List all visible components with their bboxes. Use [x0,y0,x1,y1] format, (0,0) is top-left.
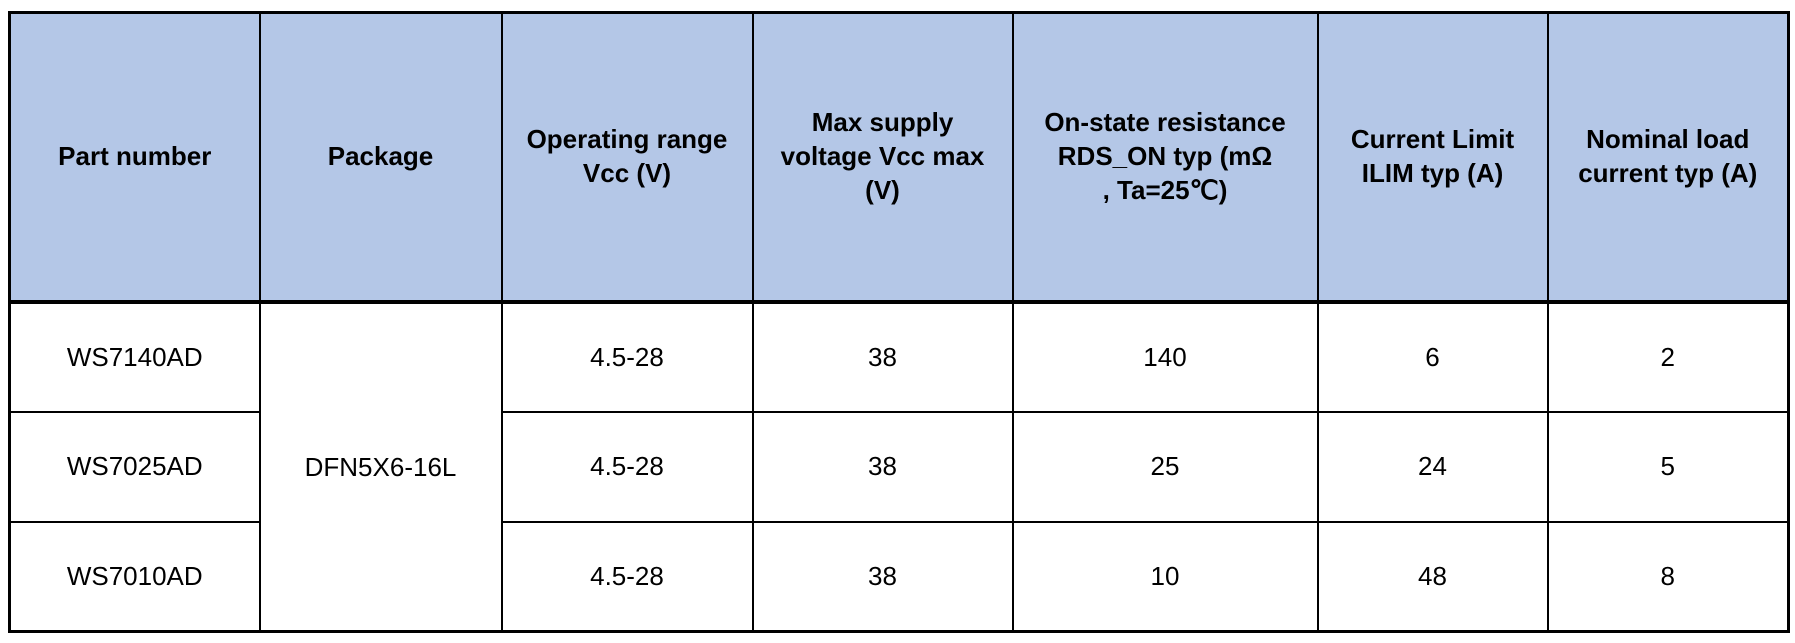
cell-package-merged: DFN5X6-16L [258,300,503,633]
cell-vcc-max: 38 [751,410,1014,523]
header-cell-part-number: Part number [8,11,261,304]
cell-ilim: 24 [1316,410,1549,523]
header-cell-rds-on: On-state resistance RDS_ON typ (mΩ , Ta=… [1011,11,1319,304]
table-row: WS7010AD 4.5-28 38 10 48 8 [8,520,1790,633]
cell-vcc-max: 38 [751,300,1014,413]
cell-nominal-current: 5 [1546,410,1790,523]
cell-ilim: 6 [1316,300,1549,413]
cell-rds-on: 140 [1011,300,1319,413]
cell-part-number: WS7010AD [8,520,261,633]
cell-ilim: 48 [1316,520,1549,633]
cell-rds-on: 25 [1011,410,1319,523]
header-cell-package: Package [258,11,503,304]
parts-table: Part number Package Operating range Vcc … [8,11,1790,633]
cell-vcc-max: 38 [751,520,1014,633]
header-cell-nominal-current: Nominal load current typ (A) [1546,11,1790,304]
table-row: WS7025AD 4.5-28 38 25 24 5 [8,410,1790,523]
cell-vcc-range: 4.5-28 [500,520,754,633]
header-cell-vcc-max: Max supply voltage Vcc max (V) [751,11,1014,304]
cell-part-number: WS7025AD [8,410,261,523]
table-header-row: Part number Package Operating range Vcc … [8,11,1790,304]
parts-table-container: Part number Package Operating range Vcc … [8,11,1790,633]
cell-part-number: WS7140AD [8,300,261,413]
cell-rds-on: 10 [1011,520,1319,633]
header-cell-vcc-range: Operating range Vcc (V) [500,11,754,304]
cell-vcc-range: 4.5-28 [500,410,754,523]
cell-nominal-current: 2 [1546,300,1790,413]
cell-vcc-range: 4.5-28 [500,300,754,413]
header-cell-ilim: Current Limit ILIM typ (A) [1316,11,1549,304]
table-row: WS7140AD DFN5X6-16L 4.5-28 38 140 6 2 [8,300,1790,633]
cell-nominal-current: 8 [1546,520,1790,633]
